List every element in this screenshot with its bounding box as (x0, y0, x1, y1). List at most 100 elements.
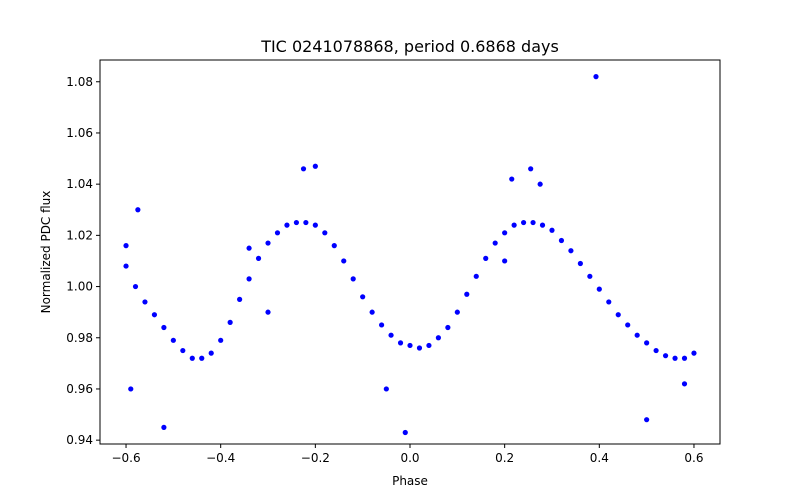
data-point (360, 294, 366, 300)
data-point (691, 350, 697, 356)
data-point (483, 255, 489, 261)
data-point (255, 255, 262, 261)
data-point (593, 74, 599, 80)
data-point (322, 230, 328, 236)
data-point (135, 207, 141, 213)
data-point (537, 181, 543, 187)
data-point (274, 230, 281, 236)
data-point (350, 276, 356, 282)
data-point (123, 243, 129, 249)
x-tick-label: 0.2 (495, 451, 514, 465)
data-point (662, 353, 669, 359)
data-point (265, 240, 271, 246)
data-point (577, 260, 583, 267)
y-axis-label: Normalized PDC flux (39, 191, 53, 314)
data-point (502, 258, 508, 264)
data-point (492, 240, 498, 246)
data-point (530, 219, 536, 226)
data-point (528, 166, 534, 172)
data-point (300, 166, 307, 172)
data-point (509, 176, 515, 182)
data-point (502, 230, 508, 236)
data-point (445, 324, 451, 331)
data-point (454, 309, 460, 315)
data-point (265, 309, 271, 315)
data-point (681, 355, 688, 361)
data-point (587, 273, 593, 279)
data-point (123, 263, 129, 269)
y-tick-label: 1.02 (66, 228, 93, 242)
data-point (606, 299, 612, 305)
data-point (388, 332, 394, 338)
data-point (625, 322, 631, 328)
x-tick-label: 0.0 (400, 451, 419, 465)
data-point (132, 283, 139, 290)
data-points (123, 74, 697, 436)
data-point (558, 237, 565, 244)
data-point (426, 342, 432, 349)
data-point (464, 291, 470, 297)
data-point (634, 332, 640, 338)
data-point (218, 337, 224, 343)
y-tick-label: 1.04 (66, 177, 93, 191)
data-point (397, 340, 404, 346)
x-tick-label: −0.4 (206, 451, 235, 465)
chart-title: TIC 0241078868, period 0.6868 days (260, 37, 559, 56)
data-point (615, 312, 621, 318)
data-point (435, 335, 441, 341)
data-point (312, 163, 318, 169)
data-point (303, 219, 309, 226)
data-point (549, 227, 555, 233)
data-point (151, 312, 158, 318)
data-point (596, 286, 602, 292)
data-point (246, 276, 252, 282)
data-point (473, 273, 479, 279)
data-point (383, 386, 389, 392)
data-point (227, 319, 233, 325)
data-point (539, 222, 546, 228)
data-point (180, 347, 186, 354)
data-point (644, 417, 650, 423)
data-point (284, 222, 290, 228)
plot-frame (99, 59, 721, 445)
data-point (681, 381, 688, 387)
x-tick-label: 0.6 (684, 451, 703, 465)
data-point (653, 347, 659, 354)
data-point (511, 222, 517, 228)
x-tick-label: −0.2 (301, 451, 330, 465)
data-point (161, 324, 167, 331)
data-point (379, 322, 385, 328)
x-tick-label: 0.4 (590, 451, 609, 465)
y-tick-label: 1.08 (66, 75, 93, 89)
data-point (407, 342, 413, 349)
data-point (170, 337, 176, 343)
data-point (331, 243, 337, 249)
data-point (341, 258, 347, 264)
x-tick-label: −0.6 (111, 451, 140, 465)
data-point (369, 309, 375, 315)
data-point (246, 245, 252, 251)
data-point (161, 424, 167, 430)
data-point (568, 248, 574, 254)
data-point (312, 222, 318, 228)
data-point (128, 386, 134, 392)
x-axis-label: Phase (392, 474, 428, 488)
data-point (293, 219, 300, 226)
data-point (199, 355, 205, 361)
data-point (672, 355, 678, 361)
data-point (416, 345, 423, 351)
data-point (208, 350, 214, 356)
data-point (520, 219, 527, 226)
y-tick-label: 1.06 (66, 126, 93, 140)
data-point (402, 429, 408, 436)
y-tick-label: 0.98 (66, 331, 93, 345)
y-axis-ticks: 0.94 0.96 0.98 1.00 1.02 1.04 1.06 1.08 (66, 75, 100, 447)
data-point (644, 340, 650, 346)
data-point (142, 299, 148, 305)
y-tick-label: 1.00 (66, 280, 93, 294)
y-tick-label: 0.94 (66, 433, 93, 447)
data-point (237, 296, 243, 302)
data-point (189, 355, 195, 361)
y-tick-label: 0.96 (66, 382, 93, 396)
